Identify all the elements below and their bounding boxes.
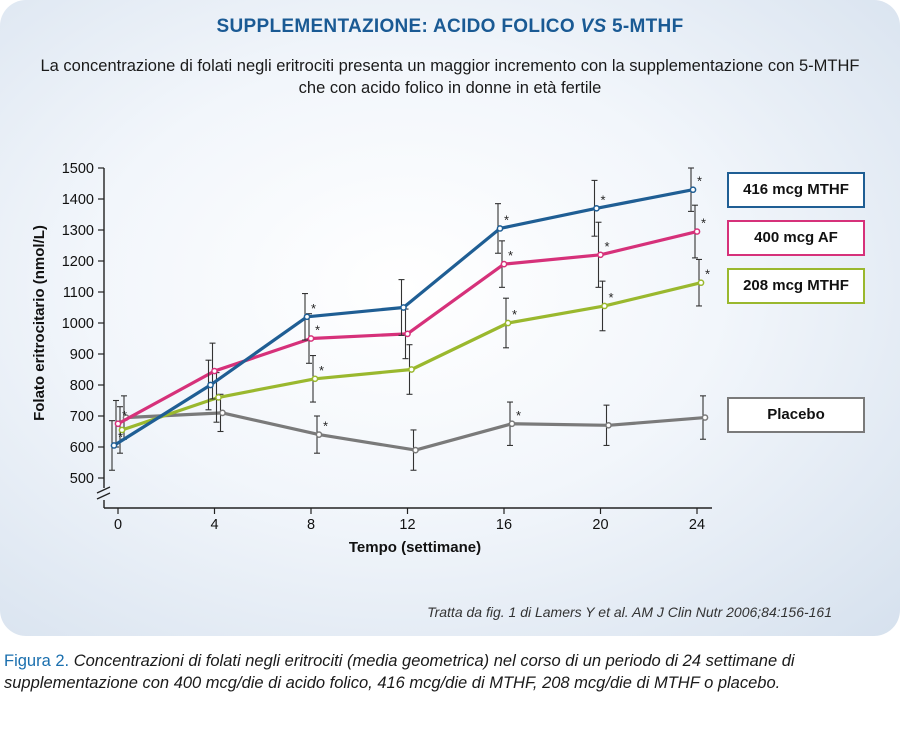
x-tick-label: 0 (114, 517, 122, 533)
significance-star: * (516, 408, 521, 423)
series-mthf208: * * * * (117, 258, 710, 454)
series-mthf416: * * * * * (109, 167, 702, 471)
data-point (118, 426, 126, 434)
data-point (593, 204, 600, 212)
significance-star: * (118, 429, 123, 444)
y-tick-label: 900 (70, 347, 94, 363)
legend-400-mcg-af: 400 mcg AF (727, 220, 865, 256)
significance-star: * (605, 239, 610, 254)
data-point (307, 335, 315, 342)
y-tick-label: 1000 (62, 316, 94, 332)
title-end: 5-MTHF (606, 16, 684, 37)
y-tick-label: 700 (70, 409, 94, 425)
significance-star: * (504, 212, 509, 227)
data-point (303, 313, 311, 321)
title-main: SUPPLEMENTAZIONE: ACIDO FOLICO (216, 16, 581, 37)
data-point (605, 421, 612, 429)
y-tick-label: 1200 (62, 254, 94, 270)
data-point (701, 414, 709, 421)
series-line (125, 411, 706, 452)
series-line (117, 229, 698, 426)
x-tick-label: 4 (210, 517, 218, 533)
axis-break-mark (96, 486, 111, 494)
y-tick-label: 600 (70, 440, 94, 456)
figure-panel: 500 600 700 800 900 1000 1100 1200 1300 1400 1500 0… (0, 0, 900, 636)
y-tick-label: 1500 (62, 161, 94, 177)
axis-break-mark (96, 492, 111, 500)
data-point (597, 251, 604, 259)
significance-star: * (609, 290, 614, 305)
data-point (315, 431, 323, 438)
legend-416-mcg-mthf: 416 mcg MTHF (727, 172, 865, 208)
legend-208-mcg-mthf: 208 mcg MTHF (727, 268, 865, 304)
data-point (697, 279, 705, 287)
data-point (504, 319, 512, 327)
significance-star: * (701, 216, 706, 231)
data-point (114, 420, 122, 428)
data-point (400, 304, 407, 311)
figure-caption: Figura 2. Concentrazioni di folati negli… (4, 650, 884, 694)
significance-star: * (601, 192, 606, 207)
figure-title: SUPPLEMENTAZIONE: ACIDO FOLICO VS 5-MTHF (0, 16, 900, 38)
data-point (508, 420, 516, 428)
caption-lead: Figura 2. (4, 652, 70, 670)
data-point (689, 186, 697, 194)
significance-star: * (705, 267, 710, 282)
x-tick-label: 8 (307, 517, 315, 533)
series-placebo: ** (121, 393, 709, 471)
data-point (211, 367, 218, 375)
x-tick-label: 24 (689, 517, 705, 533)
x-axis-label: Tempo (settimane) (349, 539, 481, 556)
data-point (215, 394, 222, 401)
data-point (693, 228, 701, 235)
y-axis-label: Folato eritrocitario (nmol/L) (31, 225, 48, 421)
significance-star: * (315, 323, 320, 338)
significance-star: * (512, 307, 517, 322)
data-point (219, 409, 226, 417)
y-tick-label: 1400 (62, 192, 94, 208)
title-italic: VS (580, 16, 607, 37)
series-af400: * * * * * (113, 204, 706, 448)
significance-star: * (319, 363, 324, 378)
chart-svg: 500 600 700 800 900 1000 1100 1200 1300 1400 1500 0… (31, 161, 712, 556)
source-note: Tratta da fig. 1 di Lamers Y et al. AM J… (427, 604, 832, 620)
legend-placebo: Placebo (727, 397, 865, 433)
y-tick-label: 500 (70, 471, 94, 487)
y-tick-label: 1300 (62, 223, 94, 239)
data-point (496, 225, 504, 232)
data-point (311, 375, 319, 383)
significance-star: * (122, 408, 127, 423)
data-point (110, 442, 118, 449)
data-point (207, 381, 214, 389)
significance-star: * (697, 174, 702, 189)
caption-text: Concentrazioni di folati negli eritrocit… (4, 652, 795, 692)
x-tick-label: 12 (399, 517, 415, 533)
data-point (404, 330, 411, 338)
significance-star: * (311, 301, 316, 316)
y-tick-label: 1100 (63, 285, 94, 301)
x-tick-label: 16 (496, 517, 512, 533)
data-point (412, 446, 419, 454)
data-point (408, 366, 415, 373)
y-tick-label: 800 (70, 378, 94, 394)
significance-star: * (323, 419, 328, 434)
x-tick-label: 20 (592, 517, 608, 533)
data-point (500, 260, 508, 268)
data-point (601, 302, 608, 310)
figure-subtitle: La concentrazione di folati negli eritro… (40, 57, 860, 97)
significance-star: * (508, 248, 513, 263)
